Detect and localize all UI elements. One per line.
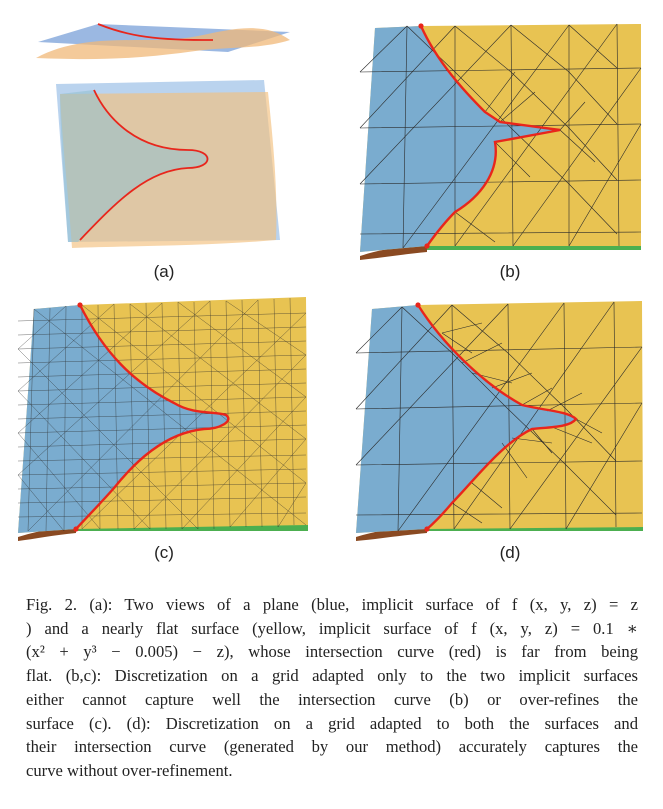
- panel-c-label: (c): [154, 543, 174, 562]
- intersection-curve-side-view: [97, 23, 213, 41]
- panel-b-label: (b): [499, 262, 521, 281]
- curve-endpoint-top: [77, 302, 83, 308]
- curve-endpoint-top: [418, 23, 424, 29]
- dense-mesh-grid: [17, 297, 307, 532]
- blue-surface: [360, 26, 560, 252]
- blue-region-front-view: [60, 90, 210, 242]
- brown-edge: [18, 527, 76, 541]
- panel-d-label: (d): [499, 543, 521, 562]
- brown-edge: [360, 246, 427, 260]
- panel-a-illustration: [36, 23, 290, 248]
- caption-line-6: surface (c). (d): Discretization on a gr…: [26, 713, 638, 733]
- caption-line-8: curve without over-refinement.: [26, 760, 233, 780]
- blue-surface: [356, 305, 576, 533]
- curve-endpoint-bottom: [424, 526, 430, 532]
- panel-a-label: (a): [153, 262, 175, 281]
- intersection-curve-front-view: [79, 89, 209, 241]
- caption-line-2: ) and a nearly flat surface (yellow, imp…: [26, 618, 638, 638]
- intersection-curve: [419, 25, 561, 247]
- intersection-curve: [416, 304, 578, 530]
- panel-a: [28, 10, 298, 255]
- panel-d: [352, 293, 647, 543]
- yellow-surface-side-view: [36, 28, 290, 60]
- panel-d-illustration: [355, 301, 643, 541]
- adapted-mesh-grid: [355, 301, 643, 532]
- panel-c-illustration: [17, 297, 308, 541]
- curve-endpoint-bottom: [424, 243, 430, 249]
- caption-line-5: either cannot capture well the intersect…: [26, 689, 638, 709]
- curve-endpoint-top: [415, 302, 421, 308]
- caption-line-3: (x² + y³ − 0.005) − z), whose intersecti…: [26, 642, 638, 662]
- green-edge: [76, 525, 308, 531]
- intersection-curve: [75, 304, 230, 530]
- panel-b-illustration: [359, 23, 642, 260]
- figure-caption: Fig. 2. (a): Two views of a plane (blue,…: [26, 593, 638, 783]
- brown-edge: [356, 527, 427, 541]
- caption-line-4: flat. (b,c): Discretization on a grid ad…: [26, 666, 638, 686]
- panel-c: [14, 293, 314, 543]
- curve-endpoint-bottom: [73, 526, 79, 532]
- caption-line-7: their intersection curve (generated by o…: [26, 737, 638, 757]
- panel-b: [355, 12, 645, 262]
- blue-surface: [18, 305, 229, 533]
- caption-line-1: Fig. 2. (a): Two views of a plane (blue,…: [26, 595, 638, 614]
- green-edge: [427, 244, 641, 250]
